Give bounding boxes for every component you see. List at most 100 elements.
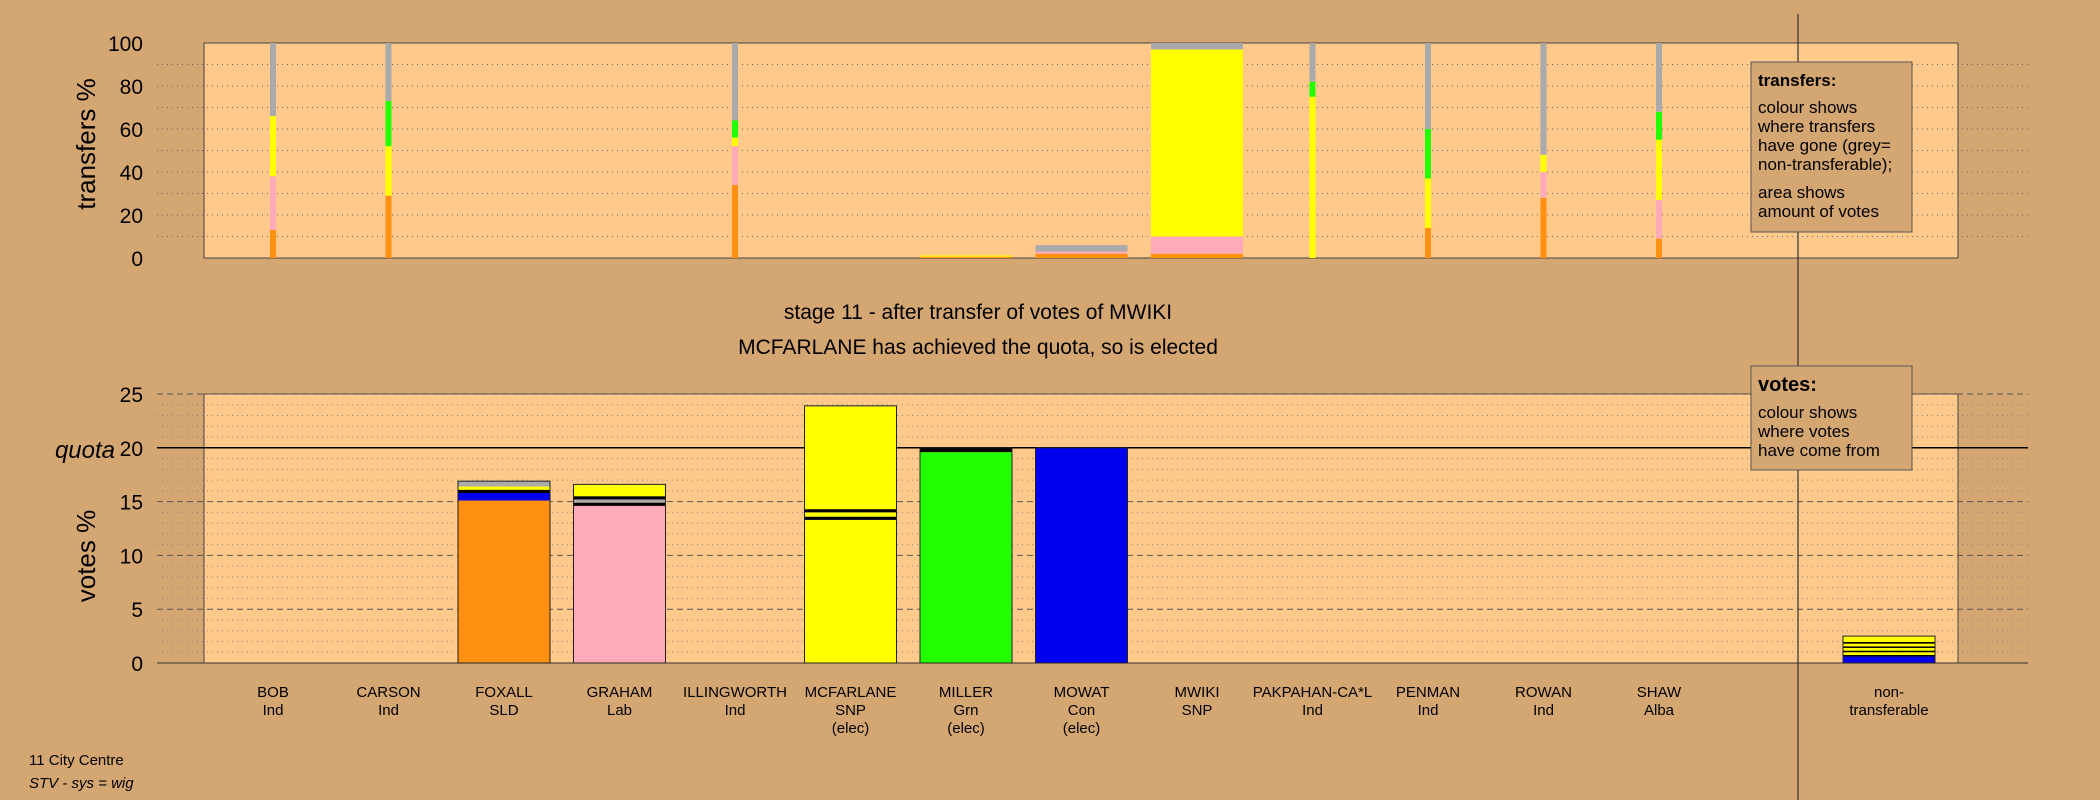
vote-segment <box>1843 636 1935 643</box>
transfers-y-tick-label: 100 <box>108 33 143 56</box>
candidate-status: (elec) <box>832 720 870 737</box>
transfers-y-tick-label: 20 <box>120 205 143 228</box>
transfer-segment <box>1035 253 1128 258</box>
votes-y-tick-label: 5 <box>131 599 143 622</box>
vote-bar-outline <box>1035 447 1128 664</box>
votes-y-ticks: 0 5 10 15 20 25 <box>120 384 143 676</box>
vote-bar-outline <box>919 447 1013 664</box>
votes-y-tick-label: 10 <box>120 545 143 568</box>
transfer-segment <box>270 43 276 117</box>
candidate-labels: BOBIndCARSONIndFOXALLSLDGRAHAMLabILLINGW… <box>257 684 1928 737</box>
vote-segment <box>1843 656 1935 663</box>
candidate-status: (elec) <box>947 720 985 737</box>
transfer-segment <box>1540 197 1547 258</box>
transfers-y-tick-label: 60 <box>120 119 143 142</box>
transfer-segment <box>385 195 392 258</box>
transfer-segment <box>1656 43 1662 112</box>
votes-y-tick-label: 0 <box>131 653 143 676</box>
candidate-party: Ind <box>1418 702 1439 719</box>
votes-y-tick-label: 25 <box>120 384 143 407</box>
candidate-party: Ind <box>263 702 284 719</box>
candidate-party: SLD <box>489 702 518 719</box>
transfer-segment <box>920 256 1012 258</box>
transfers-legend-line: area shows <box>1758 183 1845 202</box>
vote-segment <box>458 500 550 663</box>
candidate-name: ILLINGWORTH <box>683 684 787 701</box>
candidate-name: FOXALL <box>475 684 533 701</box>
transfer-segment <box>1425 129 1431 179</box>
vote-segment <box>1843 646 1935 648</box>
vote-segment <box>573 484 666 497</box>
vote-bar-outline <box>573 483 666 664</box>
transfer-segment <box>1309 81 1316 97</box>
vote-bar-outline <box>1842 635 1936 664</box>
transfers-legend-line: colour shows <box>1758 98 1857 117</box>
transfers-legend-line: where transfers <box>1757 117 1875 136</box>
vote-segment <box>573 499 666 503</box>
transfer-segment <box>732 146 738 185</box>
transfer-segment <box>920 255 1012 257</box>
candidate-name: MWIKI <box>1175 684 1220 701</box>
candidate-name: ROWAN <box>1515 684 1572 701</box>
vote-segment <box>1843 647 1935 651</box>
transfers-y-tick-label: 0 <box>131 248 143 271</box>
transfer-segment <box>1035 245 1128 252</box>
transfers-y-ticks: 0 20 40 60 80 100 <box>108 33 143 271</box>
vote-segment <box>573 496 666 500</box>
candidate-name: PAKPAHAN-CA*L <box>1253 684 1372 701</box>
footer-system: STV - sys = wig <box>29 775 134 792</box>
quota-label: quota <box>55 437 115 464</box>
vote-segment <box>804 519 897 663</box>
vote-segment <box>1843 643 1935 647</box>
footer-ward: 11 City Centre <box>29 752 124 769</box>
vote-segment <box>1843 650 1935 653</box>
vote-segment <box>573 505 666 663</box>
candidate-name: GRAHAM <box>587 684 653 701</box>
candidate-name: SHAW <box>1637 684 1682 701</box>
transfer-segment <box>270 230 276 258</box>
vote-segment <box>458 481 550 487</box>
votes-y-axis-label: votes % <box>71 510 101 603</box>
candidate-party: Ind <box>725 702 746 719</box>
votes-legend-line: colour shows <box>1758 403 1857 422</box>
votes-chart: 0 5 10 15 20 25 votes % quota <box>55 384 2028 676</box>
transfers-legend: transfers: colour shows where transfers … <box>1750 61 1913 233</box>
vote-segment <box>920 447 1012 453</box>
transfer-segment <box>385 43 392 102</box>
transfer-segment <box>1656 199 1662 239</box>
transfers-chart: 0 20 40 60 80 100 transfers % <box>71 33 2028 271</box>
votes-y-tick-label: 15 <box>120 492 143 515</box>
transfer-segment <box>1309 96 1316 258</box>
candidate-name: MILLER <box>939 684 993 701</box>
transfers-y-tick-label: 80 <box>120 76 143 99</box>
vote-segment <box>458 489 550 493</box>
transfer-segment <box>1425 178 1431 228</box>
transfer-segment <box>270 176 276 231</box>
vote-segment <box>1843 642 1935 644</box>
candidate-party: Ind <box>1302 702 1323 719</box>
transfers-legend-box <box>1750 61 1913 233</box>
transfer-segment <box>732 184 738 258</box>
candidate-name: MCFARLANE <box>805 684 897 701</box>
vote-segment <box>458 492 550 501</box>
transfer-segment <box>732 43 738 121</box>
vote-segment <box>804 509 897 513</box>
votes-bars <box>457 405 1936 664</box>
vote-segment <box>573 502 666 506</box>
vote-segment <box>1035 447 1128 663</box>
candidate-party: Grn <box>953 702 978 719</box>
transfers-bars <box>270 43 1662 258</box>
transfer-segment <box>1151 49 1243 237</box>
stage-title: stage 11 - after transfer of votes of MW… <box>784 301 1172 324</box>
candidate-name: CARSON <box>356 684 420 701</box>
candidate-party: SNP <box>1182 702 1213 719</box>
transfer-segment <box>1151 253 1243 258</box>
transfer-segment <box>385 101 392 147</box>
candidate-party: SNP <box>835 702 866 719</box>
vote-bar-outline <box>804 405 897 664</box>
transfers-y-tick-label: 40 <box>120 162 143 185</box>
transfer-segment <box>1656 139 1662 200</box>
vote-segment <box>458 486 550 490</box>
transfers-legend-title: transfers: <box>1758 71 1836 90</box>
